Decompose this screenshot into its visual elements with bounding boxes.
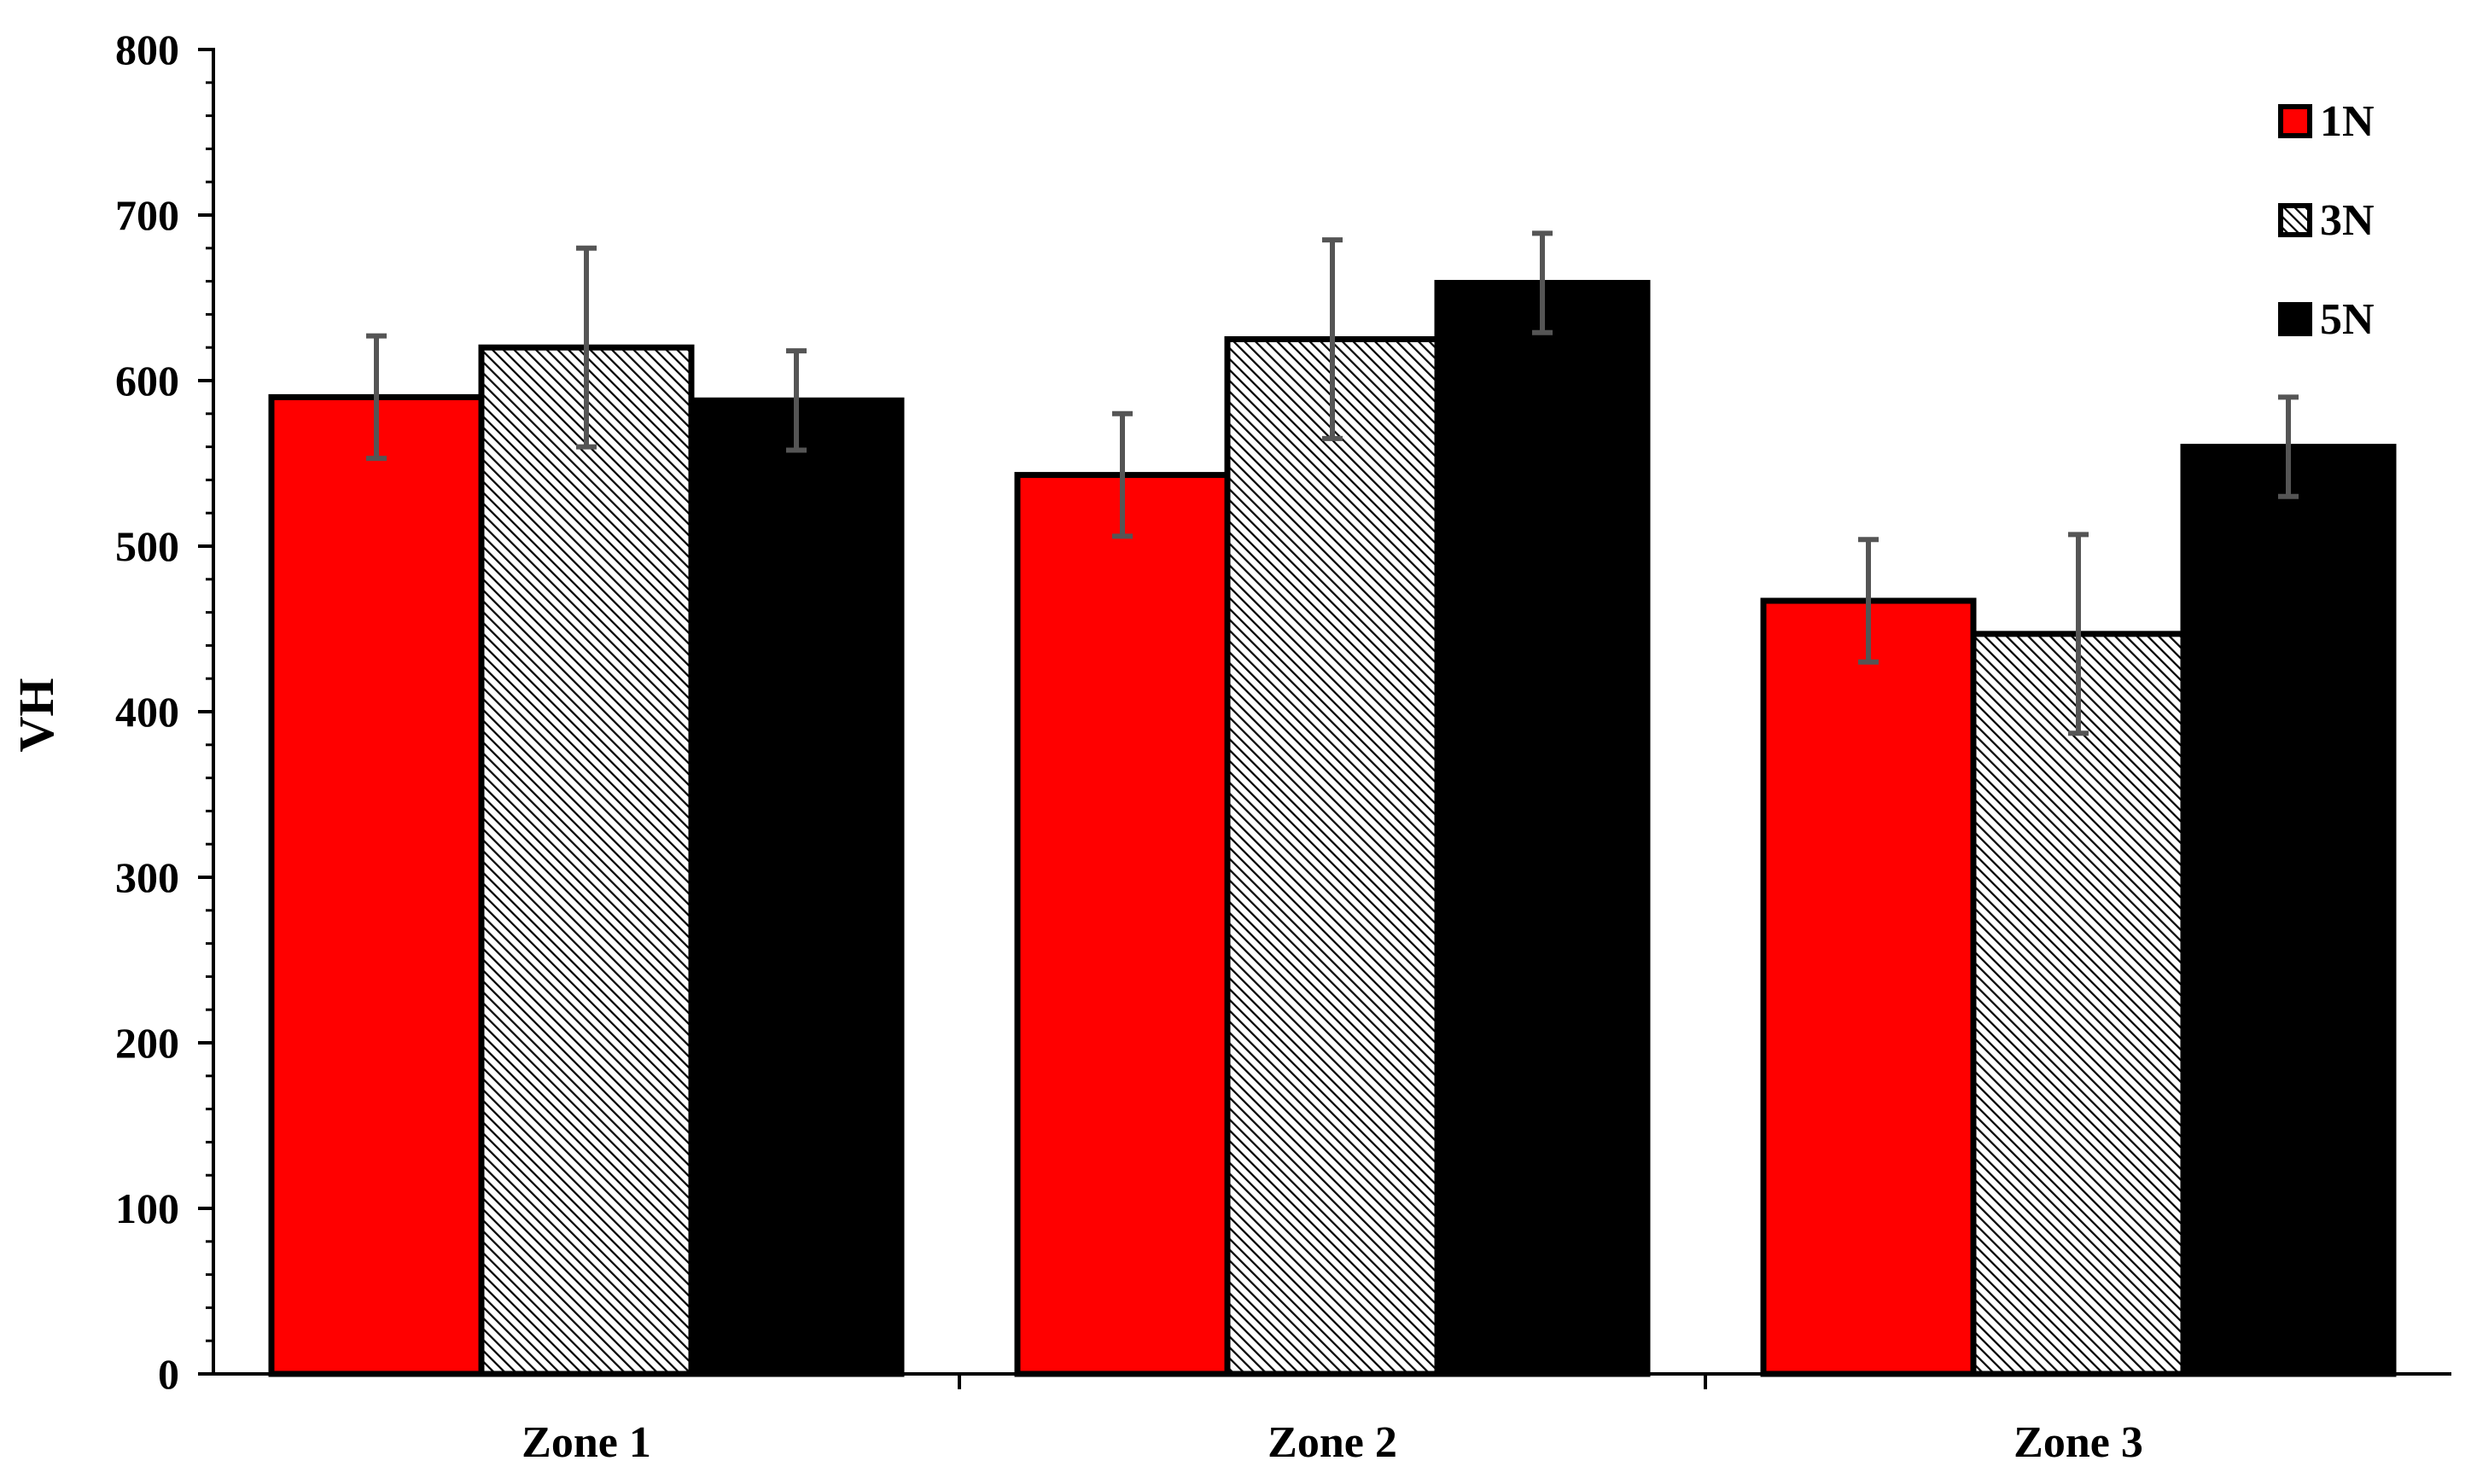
y-tick-label: 700 <box>115 191 179 239</box>
legend-label: 5N <box>2320 295 2375 344</box>
bar-1n-zone-1 <box>268 393 485 1377</box>
y-tick-label: 500 <box>115 522 179 570</box>
bar-3n-zone-1 <box>478 344 695 1377</box>
legend-swatch-5n <box>2278 302 2312 336</box>
legend: 1N 3N 5N <box>2278 97 2375 344</box>
y-tick-label: 600 <box>115 357 179 404</box>
bar-5n-zone-1 <box>688 397 905 1377</box>
y-tick-label: 0 <box>158 1350 179 1398</box>
legend-label: 1N <box>2320 97 2375 146</box>
x-category-label: Zone 2 <box>1268 1418 1397 1467</box>
bar-3n-zone-2 <box>1224 336 1441 1377</box>
plot-area: 0 100 200 300 400 500 600 700 800 Zone 1 Zone 2 Zon… <box>115 26 2451 1467</box>
bar-3n-zone-3 <box>1970 631 2187 1377</box>
x-category-label: Zone 3 <box>2014 1418 2143 1467</box>
y-axis-title: VH <box>9 678 64 753</box>
y-tick-label: 300 <box>115 853 179 901</box>
y-tick-label: 200 <box>115 1019 179 1067</box>
y-tick-label: 800 <box>115 26 179 73</box>
legend-swatch-3n <box>2278 203 2312 237</box>
bar-5n-zone-3 <box>2180 444 2397 1377</box>
legend-label: 3N <box>2320 196 2375 245</box>
y-tick-label: 400 <box>115 688 179 736</box>
bar-1n-zone-3 <box>1760 597 1977 1377</box>
bar-1n-zone-2 <box>1014 472 1231 1377</box>
bar-5n-zone-2 <box>1434 280 1651 1377</box>
legend-swatch-1n <box>2278 104 2312 138</box>
y-tick-label: 100 <box>115 1184 179 1232</box>
x-category-label: Zone 1 <box>522 1418 651 1467</box>
